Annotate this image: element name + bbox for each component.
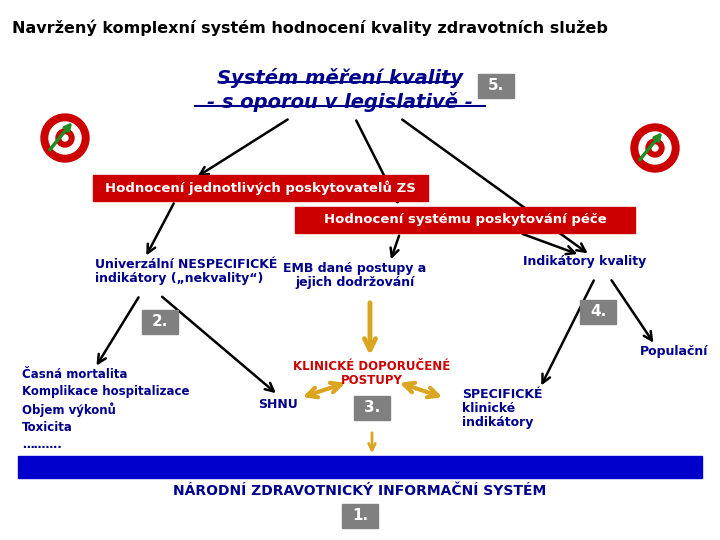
Circle shape (41, 114, 89, 162)
Text: 2.: 2. (152, 314, 168, 329)
FancyBboxPatch shape (18, 456, 702, 478)
FancyBboxPatch shape (342, 504, 378, 528)
Text: - s oporou v legislativě -: - s oporou v legislativě - (207, 92, 473, 112)
Text: 5.: 5. (488, 78, 504, 93)
Text: POSTUPY: POSTUPY (341, 374, 403, 387)
Text: indikátory („nekvality“): indikátory („nekvality“) (95, 272, 264, 285)
Circle shape (652, 145, 658, 151)
FancyBboxPatch shape (93, 175, 428, 201)
Text: 1.: 1. (352, 509, 368, 523)
Text: Populační: Populační (640, 345, 708, 358)
Circle shape (49, 122, 81, 154)
Text: NÁRODNÍ ZDRAVOTNICKÝ INFORMAČNÍ SYSTÉM: NÁRODNÍ ZDRAVOTNICKÝ INFORMAČNÍ SYSTÉM (174, 484, 546, 498)
Text: 3.: 3. (364, 401, 380, 415)
Text: Navržený komplexní systém hodnocení kvality zdravotních služeb: Navržený komplexní systém hodnocení kval… (12, 20, 608, 37)
Circle shape (639, 132, 671, 164)
FancyBboxPatch shape (478, 74, 514, 98)
Text: Univerzální NESPECIFICKÉ: Univerzální NESPECIFICKÉ (95, 258, 277, 271)
Text: Indikátory kvality: Indikátory kvality (523, 255, 647, 268)
Text: EMB dané postupy a: EMB dané postupy a (284, 262, 427, 275)
Circle shape (62, 135, 68, 141)
Circle shape (56, 129, 74, 147)
FancyBboxPatch shape (580, 300, 616, 324)
Text: KLINICKÉ DOPORUČENÉ: KLINICKÉ DOPORUČENÉ (293, 360, 451, 373)
FancyBboxPatch shape (142, 310, 178, 334)
Text: 4.: 4. (590, 305, 606, 320)
Circle shape (646, 139, 664, 157)
Text: jejich dodržování: jejich dodržování (295, 276, 415, 289)
Text: SHNU: SHNU (258, 398, 298, 411)
Circle shape (631, 124, 679, 172)
Text: Hodnocení systému poskytování péče: Hodnocení systému poskytování péče (323, 213, 606, 226)
Text: klinické: klinické (462, 402, 516, 415)
Text: SPECIFICKÉ: SPECIFICKÉ (462, 388, 542, 401)
FancyBboxPatch shape (354, 396, 390, 420)
Text: indikátory: indikátory (462, 416, 534, 429)
Text: Hodnocení jednotlivých poskytovatelů ZS: Hodnocení jednotlivých poskytovatelů ZS (105, 181, 416, 195)
FancyBboxPatch shape (295, 207, 635, 233)
Text: Časná mortalita
Komplikace hospitalizace
Objem výkonů
Toxicita
……….: Časná mortalita Komplikace hospitalizace… (22, 368, 189, 451)
Text: Systém měření kvality: Systém měření kvality (217, 68, 463, 88)
